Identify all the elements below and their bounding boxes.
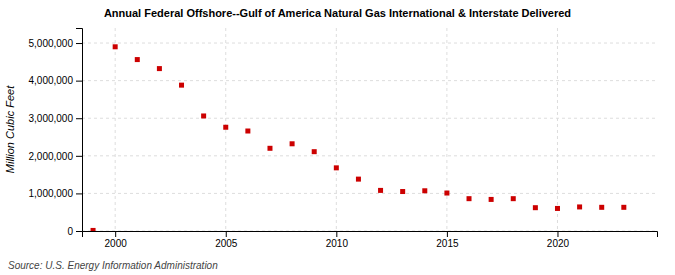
point xyxy=(422,188,427,193)
tick-label: 2,000,000 xyxy=(29,151,74,162)
point xyxy=(312,149,317,154)
point xyxy=(201,113,206,118)
tick-label: 0 xyxy=(67,226,73,237)
point xyxy=(400,189,405,194)
tick-label: 2010 xyxy=(326,238,349,249)
tick-mark xyxy=(76,118,82,119)
point xyxy=(511,196,516,201)
tick-mark xyxy=(115,231,116,237)
axis-line xyxy=(76,29,83,232)
tick: 2010 xyxy=(326,231,349,249)
tick-mark xyxy=(76,193,82,194)
point xyxy=(378,188,383,193)
point xyxy=(444,191,449,196)
tick-mark xyxy=(76,156,82,157)
grid-line xyxy=(82,193,657,194)
chart: 2000 2005 2010 2015 2020 0 1,000,000 2,000,000 3… xyxy=(0,0,675,275)
tick: 3,000,000 xyxy=(29,113,83,124)
point xyxy=(135,57,140,62)
tick-label: 4,000,000 xyxy=(29,75,74,86)
point xyxy=(577,204,582,209)
point xyxy=(179,83,184,88)
tick: 2005 xyxy=(215,231,238,249)
point xyxy=(621,205,626,210)
point xyxy=(113,44,118,49)
tick: 2020 xyxy=(547,231,570,249)
tick-mark xyxy=(447,231,448,237)
point xyxy=(334,165,339,170)
grid xyxy=(82,28,657,231)
point xyxy=(267,146,272,151)
tick-mark xyxy=(76,231,82,232)
tick: 5,000,000 xyxy=(29,38,83,49)
tick-label: 2020 xyxy=(547,238,570,249)
tick-label: 1,000,000 xyxy=(29,188,74,199)
annotation: Source: U.S. Energy Information Administ… xyxy=(8,260,218,271)
grid-line xyxy=(82,155,657,156)
tick-label: 2015 xyxy=(436,238,459,249)
point xyxy=(467,196,472,201)
tick: 0 xyxy=(67,226,82,237)
point xyxy=(356,177,361,182)
point xyxy=(91,228,96,231)
point xyxy=(555,206,560,211)
grid-line xyxy=(557,28,558,231)
title: Annual Federal Offshore--Gulf of America… xyxy=(104,7,571,19)
tick-label: 2005 xyxy=(215,238,238,249)
point xyxy=(245,129,250,134)
tick: 2000 xyxy=(105,231,128,249)
tick-label: 5,000,000 xyxy=(29,38,74,49)
y-axis: 0 1,000,000 2,000,000 3,000,000 4,000,000 5,0… xyxy=(29,29,83,237)
tick-label: 2000 xyxy=(105,238,128,249)
point xyxy=(223,125,228,130)
tick-mark xyxy=(336,231,337,237)
point xyxy=(290,141,295,146)
tick-label: 3,000,000 xyxy=(29,113,74,124)
point xyxy=(489,197,494,202)
grid-line xyxy=(115,28,116,231)
grid-line xyxy=(82,118,657,119)
point xyxy=(533,205,538,210)
grid-line xyxy=(336,28,337,231)
tick-mark xyxy=(76,81,82,82)
axis-line xyxy=(83,232,658,238)
tick: 4,000,000 xyxy=(29,75,83,86)
tick-mark xyxy=(226,231,227,237)
y-axis-title: Million Cubic Feet xyxy=(4,85,16,173)
x-axis: 2000 2005 2010 2015 2020 xyxy=(83,231,658,249)
grid-line xyxy=(446,28,447,231)
plot: 2000 2005 2010 2015 2020 0 1,000,000 2,000,000 3… xyxy=(29,28,658,249)
point xyxy=(599,205,604,210)
point xyxy=(157,66,162,71)
tick: 2015 xyxy=(436,231,459,249)
tick-mark xyxy=(76,43,82,44)
grid-line xyxy=(82,80,657,81)
tick-mark xyxy=(557,231,558,237)
tick: 2,000,000 xyxy=(29,151,83,162)
marks xyxy=(91,44,627,231)
grid-line xyxy=(82,43,657,44)
tick: 1,000,000 xyxy=(29,188,83,199)
